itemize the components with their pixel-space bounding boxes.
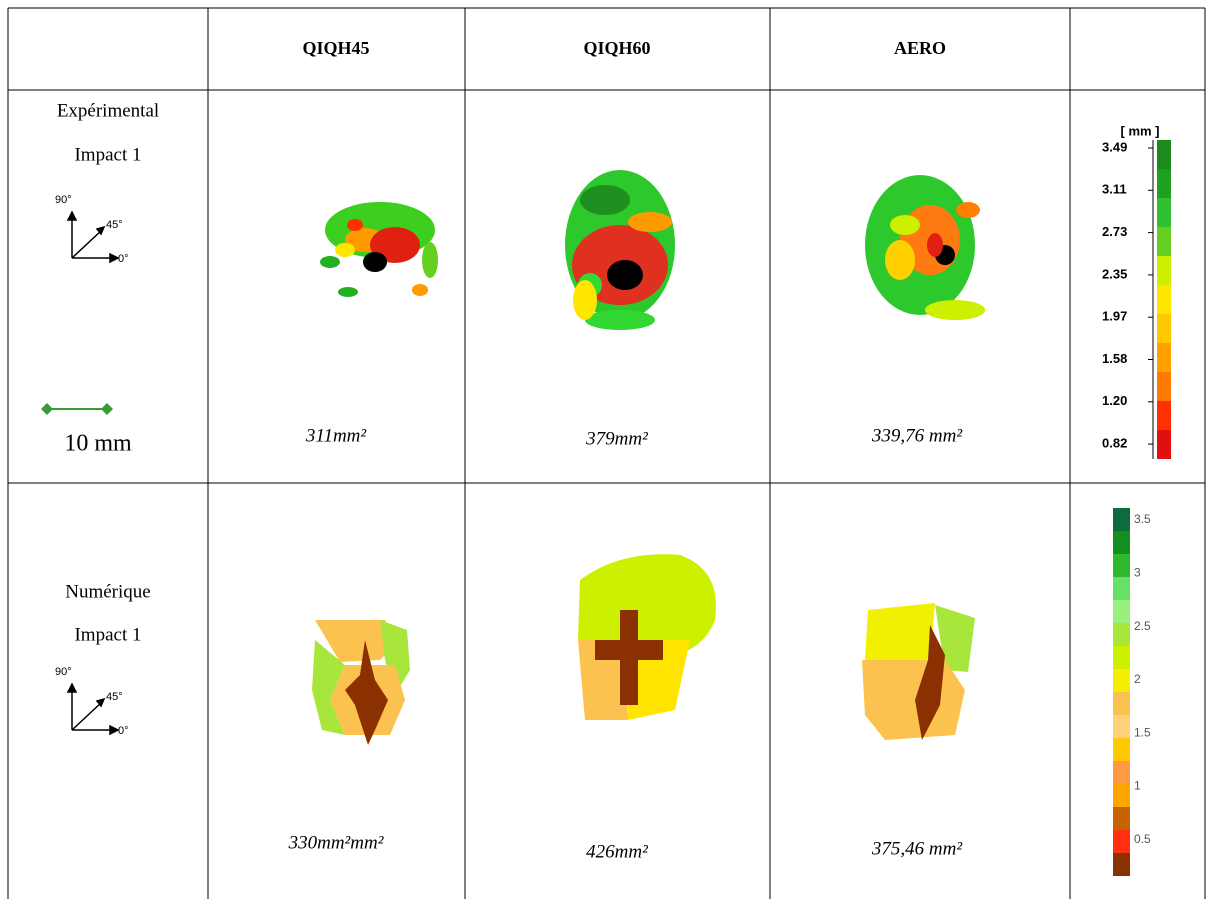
color-swatch <box>1113 761 1130 784</box>
color-swatch <box>1113 853 1130 876</box>
color-swatch <box>1113 646 1130 669</box>
color-swatch <box>1157 198 1171 227</box>
legend-tick-label: 3.49 <box>1102 139 1127 154</box>
color-swatch <box>1113 577 1130 600</box>
area-label: 375,46 mm² <box>871 838 962 859</box>
color-swatch <box>1157 227 1171 256</box>
damage-region <box>320 256 340 268</box>
color-swatch <box>1113 600 1130 623</box>
orientation-label: 90° <box>55 666 72 678</box>
area-label: 330mm²mm² <box>288 832 384 853</box>
damage-region <box>607 260 643 290</box>
legend-tick-label: 2.35 <box>1102 266 1127 281</box>
column-header: AERO <box>894 38 946 58</box>
damage-region <box>422 242 438 278</box>
damage-maps-numerical <box>312 554 975 745</box>
row-label: Impact 1 <box>74 144 141 165</box>
color-swatch <box>1157 343 1171 372</box>
damage-maps-experimental <box>320 170 985 330</box>
row-label: Numérique <box>65 581 150 602</box>
legend-tick-label: 2 <box>1134 672 1141 686</box>
color-swatch <box>1113 554 1130 577</box>
color-swatch <box>1113 508 1130 531</box>
legend-tick-label: 2.5 <box>1134 619 1151 633</box>
damage-region <box>335 243 355 257</box>
legend-tick-label: 0.82 <box>1102 436 1127 451</box>
orientation-label: 0° <box>118 253 129 265</box>
legend-tick-label: 1.20 <box>1102 393 1127 408</box>
color-scale: 3.5 3 2.5 2 1.5 1 0.5 <box>1113 508 1151 876</box>
area-label: 311mm² <box>305 425 367 446</box>
table-borders <box>7 7 1206 899</box>
scale-bar <box>41 403 113 415</box>
damage-region <box>363 252 387 272</box>
legend-unit: [ mm ] <box>1121 123 1160 138</box>
damage-region <box>885 240 915 280</box>
column-header: QIQH60 <box>583 38 650 58</box>
color-swatch <box>1113 784 1130 807</box>
color-swatch <box>1157 314 1171 343</box>
damage-region <box>412 284 428 296</box>
damage-region <box>338 287 358 297</box>
legend-tick-label: 1.97 <box>1102 309 1127 324</box>
legend-tick-label: 0.5 <box>1134 832 1151 846</box>
orientation-label: 0° <box>118 725 129 737</box>
color-swatch <box>1113 830 1130 853</box>
color-swatch <box>1157 285 1171 314</box>
legend-tick-label: 3.5 <box>1134 512 1151 526</box>
color-scale: 3.49 3.11 2.73 2.35 1.97 1.58 1.20 0.82 <box>1102 139 1171 459</box>
orientation-icon <box>66 682 120 736</box>
color-swatch <box>1113 738 1130 761</box>
legend-tick-label: 1.58 <box>1102 351 1127 366</box>
area-label: 379mm² <box>585 428 648 449</box>
damage-region <box>956 202 980 218</box>
orientation-label: 45° <box>106 691 123 703</box>
damage-region <box>628 212 672 232</box>
area-label: 426mm² <box>586 841 648 862</box>
color-swatch <box>1113 692 1130 715</box>
legend-tick-label: 3.11 <box>1102 182 1127 197</box>
orientation-label: 90° <box>55 194 72 206</box>
legend-tick-label: 2.73 <box>1102 224 1127 239</box>
orientation-label: 45° <box>106 219 123 231</box>
damage-region <box>580 185 630 215</box>
color-swatch <box>1157 372 1171 401</box>
legend-tick-label: 1.5 <box>1134 725 1151 739</box>
scale-label: 10 mm <box>64 431 132 457</box>
damage-region <box>925 300 985 320</box>
color-swatch <box>1157 169 1171 198</box>
color-swatch <box>1157 401 1171 430</box>
damage-region <box>370 227 420 263</box>
column-header: QIQH45 <box>302 38 369 58</box>
orientation-icon <box>66 210 120 264</box>
color-swatch <box>1157 256 1171 285</box>
damage-region <box>585 310 655 330</box>
color-swatch <box>1113 531 1130 554</box>
color-swatch <box>1113 623 1130 646</box>
color-swatch <box>1113 807 1130 830</box>
damage-region <box>890 215 920 235</box>
area-label: 339,76 mm² <box>871 425 962 446</box>
row-label: Impact 1 <box>74 624 141 645</box>
color-swatch <box>1157 140 1171 169</box>
damage-region <box>347 219 363 231</box>
row-label: Expérimental <box>57 100 159 121</box>
damage-region <box>927 233 943 257</box>
color-swatch <box>1113 669 1130 692</box>
legend-tick-label: 3 <box>1134 565 1141 579</box>
color-swatch <box>1113 715 1130 738</box>
damage-region <box>573 280 597 320</box>
color-swatch <box>1157 430 1171 459</box>
legend-tick-label: 1 <box>1134 779 1141 793</box>
